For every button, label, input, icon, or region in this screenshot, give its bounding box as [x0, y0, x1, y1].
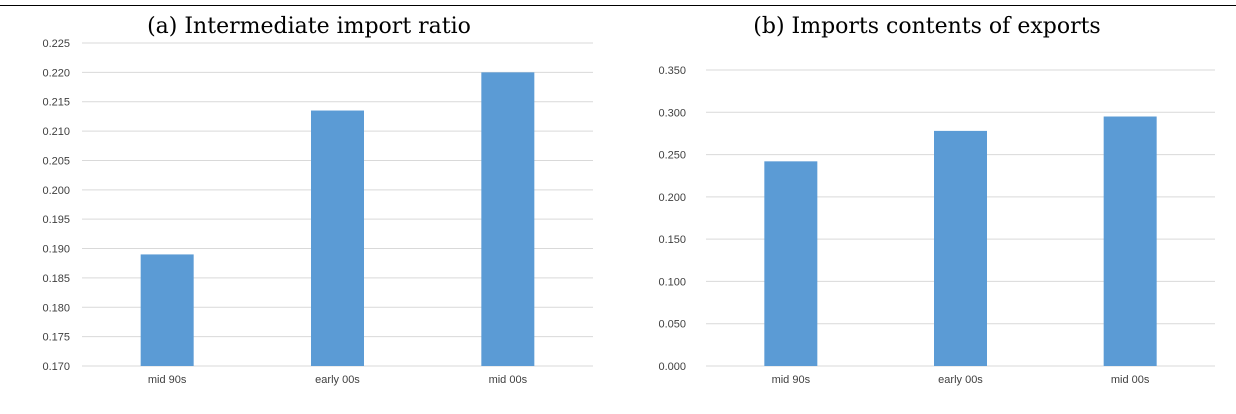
x-tick-label: mid 00s [489, 374, 528, 386]
y-tick-label: 0.150 [658, 234, 686, 246]
y-tick-label: 0.210 [42, 126, 70, 138]
y-tick-label: 0.000 [658, 361, 686, 373]
y-tick-label: 0.225 [42, 38, 70, 50]
y-tick-label: 0.220 [42, 67, 70, 79]
chart-title: (b) Imports contents of exports [753, 14, 1101, 39]
y-tick-label: 0.175 [42, 332, 70, 344]
chart-panel-b: (b) Imports contents of exports 0.000 0.0… [618, 8, 1236, 408]
x-tick-label: early 00s [315, 374, 360, 386]
y-tick-label: 0.300 [658, 107, 686, 119]
bar [934, 130, 987, 366]
y-tick-label: 0.200 [658, 192, 686, 204]
y-tick-label: 0.205 [42, 155, 70, 167]
y-tick-label: 0.195 [42, 214, 70, 226]
y-tick-label: 0.180 [42, 302, 70, 314]
y-tick-label: 0.100 [658, 276, 686, 288]
x-tick-label: mid 90s [148, 374, 187, 386]
y-tick-label: 0.200 [42, 185, 70, 197]
y-tick-label: 0.050 [658, 319, 686, 331]
bar [1103, 116, 1157, 366]
x-tick-label: early 00s [938, 374, 983, 386]
y-tick-label: 0.185 [42, 273, 70, 285]
y-tick-label: 0.250 [658, 150, 686, 162]
bar-chart-a: 0.170 0.175 0.180 0.185 0.190 0.195 0.200 0.205… [42, 38, 593, 386]
chart-title: (a) Intermediate import ratio [147, 14, 471, 39]
x-tick-label: mid 90s [772, 374, 811, 386]
bar [311, 110, 364, 366]
chart-panel-a: (a) Intermediate import ratio 0.170 0.175… [0, 8, 618, 408]
y-tick-label: 0.190 [42, 244, 70, 256]
bar [481, 72, 535, 366]
bar [140, 254, 194, 366]
y-tick-label: 0.170 [42, 361, 70, 373]
x-tick-label: mid 00s [1111, 374, 1150, 386]
bar [764, 161, 818, 366]
top-rule [0, 5, 1236, 6]
y-tick-label: 0.215 [42, 97, 70, 109]
bar-chart-b: 0.000 0.050 0.100 0.150 0.200 0.250 0.300 0.350… [658, 65, 1215, 386]
y-tick-label: 0.350 [658, 65, 686, 77]
